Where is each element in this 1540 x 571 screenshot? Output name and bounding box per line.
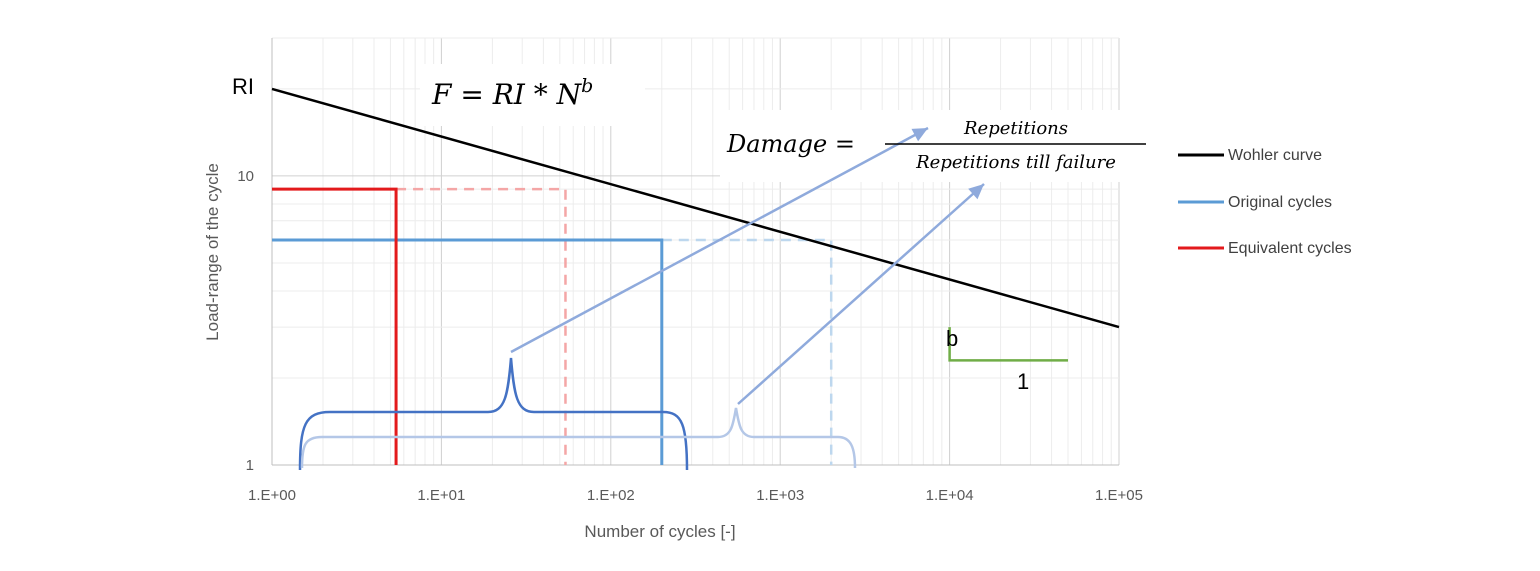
- y-tick-label: 10: [237, 168, 254, 185]
- legend-label: Wohler curve: [1228, 147, 1322, 164]
- x-tick-labels: 1.E+00 1.E+01 1.E+02 1.E+03 1.E+04 1.E+05: [248, 487, 1143, 504]
- formula-main: F = RI * N: [431, 78, 583, 111]
- x-tick-label: 1.E+02: [587, 487, 635, 504]
- damage-lhs: Damage =: [726, 130, 855, 158]
- slope-label-b: b: [946, 326, 958, 351]
- x-tick-label: 1.E+00: [248, 487, 296, 504]
- legend-label: Original cycles: [1228, 194, 1332, 211]
- x-tick-label: 1.E+03: [756, 487, 804, 504]
- series-line: [272, 238, 664, 465]
- formula-exponent: b: [581, 75, 593, 97]
- arrow-to-denominator-head: [968, 184, 984, 200]
- legend-label: Equivalent cycles: [1228, 240, 1352, 257]
- ri-label: RI: [232, 74, 254, 99]
- dashed-guide-line: [396, 187, 567, 465]
- arrow-to-numerator: [510, 126, 929, 354]
- series-line: [271, 87, 1120, 329]
- y-axis-title: Load-range of the cycle: [203, 163, 222, 341]
- x-tick-label: 1.E+01: [417, 487, 465, 504]
- x-tick-label: 1.E+05: [1095, 487, 1143, 504]
- series-line: [272, 187, 398, 465]
- original-cycles-brace: [298, 357, 689, 471]
- damage-denominator: Repetitions till failure: [915, 152, 1116, 173]
- annotation-layer: [298, 126, 1069, 471]
- x-tick-label: 1.E+04: [926, 487, 974, 504]
- legend: Wohler curve Original cycles Equivalent cy…: [1178, 147, 1352, 257]
- equivalent-cycles-brace: [300, 407, 857, 469]
- arrow-to-numerator-head: [911, 128, 928, 142]
- slope-triangle: [948, 327, 1069, 362]
- stiffness-formula: F = RI * Nb: [431, 75, 593, 111]
- slope-label-1: 1: [1017, 369, 1029, 394]
- damage-numerator: Repetitions: [963, 118, 1068, 139]
- y-tick-label: 1: [246, 457, 254, 474]
- formula-box: [420, 64, 645, 126]
- damage-formula-box: [720, 110, 1150, 182]
- x-axis-title: Number of cycles [-]: [584, 522, 735, 541]
- arrow-to-denominator: [737, 183, 985, 405]
- plot-axes: [271, 38, 1119, 466]
- y-tick-labels: 1 10: [237, 168, 254, 474]
